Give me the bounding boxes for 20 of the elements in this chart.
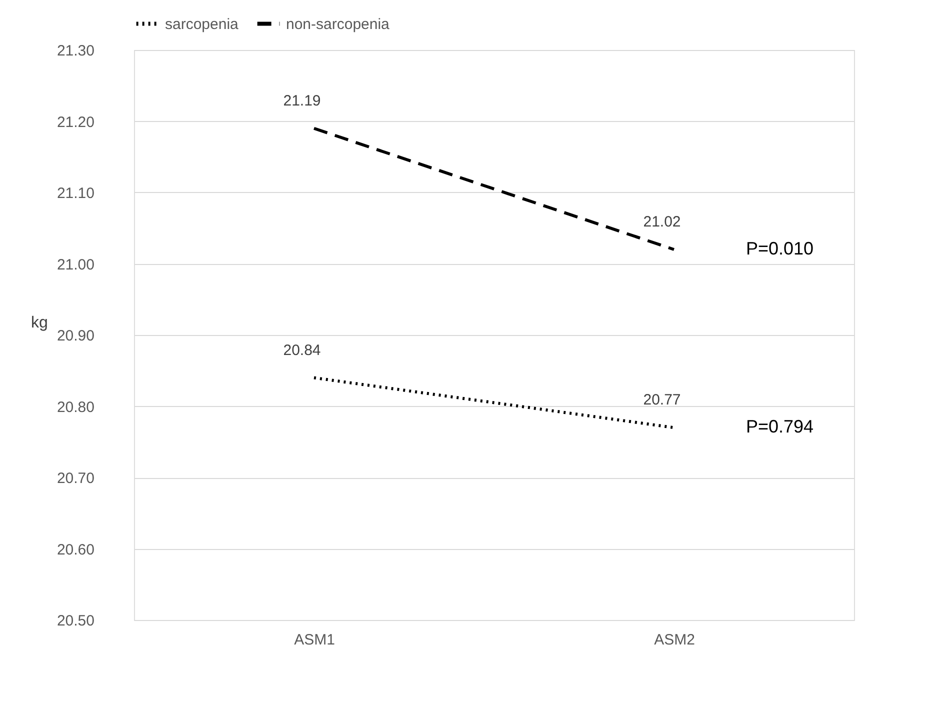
x-tick-label: ASM1	[294, 632, 335, 648]
y-tick-label: 20.50	[56, 612, 94, 630]
data-label: 20.77	[643, 392, 681, 409]
y-tick-label: 21.00	[56, 256, 94, 274]
data-label: 20.84	[283, 342, 321, 359]
y-tick-label: 21.10	[56, 185, 94, 202]
data-label: 21.02	[643, 214, 681, 230]
x-tick-label: ASM2	[654, 632, 695, 648]
y-axis-title: kg	[31, 314, 48, 332]
annotation: P=0.010	[746, 238, 814, 258]
y-tick-label: 21.30	[56, 42, 94, 60]
y-tick-label: 20.90	[56, 328, 94, 344]
legend-label: sarcopenia	[165, 16, 240, 33]
y-tick-label: 20.80	[56, 398, 94, 416]
data-label: 21.19	[283, 92, 321, 110]
annotation: P=0.794	[746, 416, 814, 437]
y-tick-label: 21.20	[56, 114, 94, 131]
legend-label: non-sarcopenia	[286, 16, 390, 33]
y-tick-label: 20.70	[56, 470, 94, 487]
y-tick-label: 20.60	[56, 541, 94, 558]
